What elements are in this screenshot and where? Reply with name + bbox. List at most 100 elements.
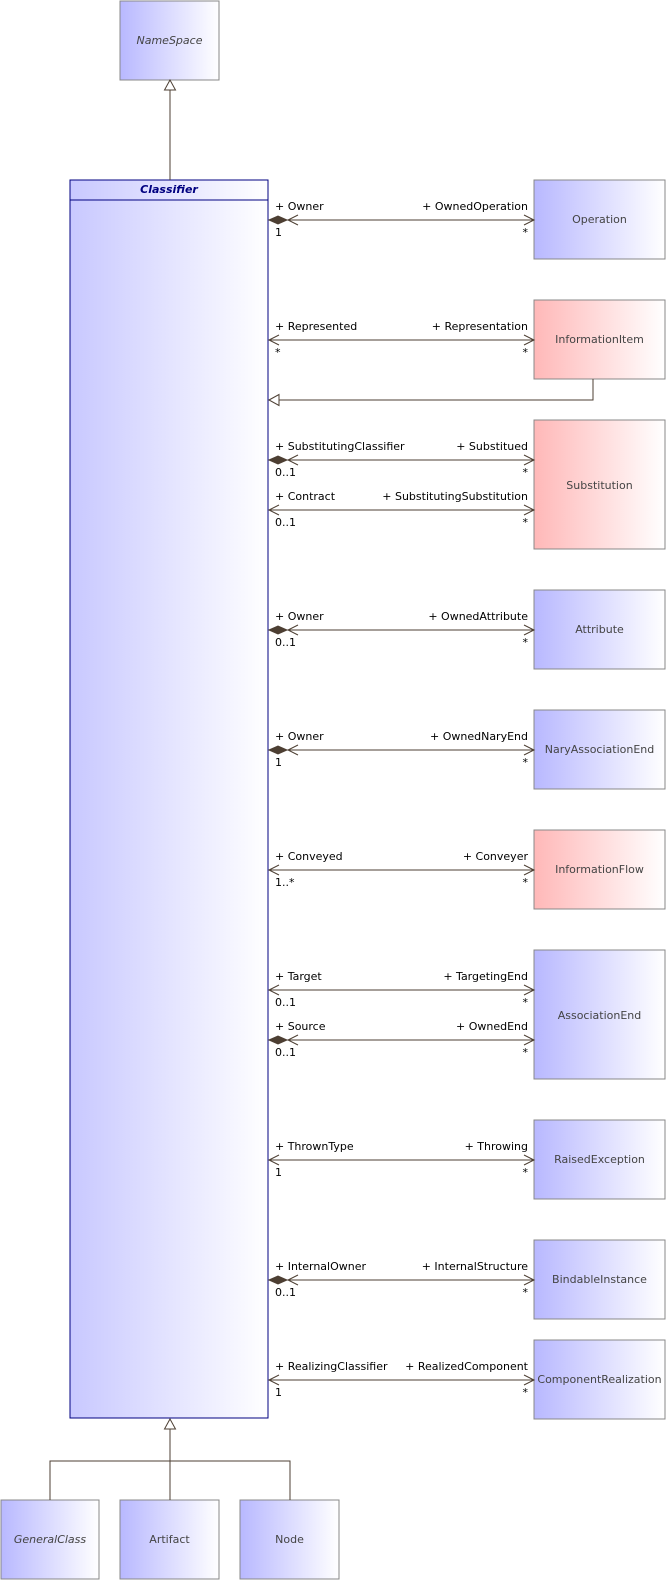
arrowhead-right: [523, 1274, 536, 1286]
class-label: Classifier: [140, 183, 198, 196]
left-multiplicity: 0..1: [275, 466, 296, 479]
class-component-realization[interactable]: ComponentRealization: [533, 1339, 666, 1420]
class-information-item[interactable]: InformationItem: [533, 299, 666, 380]
class-substitution[interactable]: Substitution: [533, 419, 666, 550]
arrowhead-left: [286, 214, 299, 226]
association: + SubstitutingClassifier + Substitued 0..1…: [267, 440, 536, 479]
association: + Owner + OwnedNaryEnd 1 *: [267, 730, 536, 769]
right-role-label: + Conveyer: [463, 850, 529, 863]
left-role-label: + Target: [275, 970, 322, 983]
arrowhead-right: [523, 1154, 536, 1166]
class-association-end[interactable]: AssociationEnd: [533, 949, 666, 1080]
left-role-label: + Owner: [275, 610, 324, 623]
class-label: Artifact: [149, 1533, 190, 1546]
right-multiplicity: *: [523, 1386, 529, 1399]
arrowhead-left: [267, 334, 280, 346]
class-label: Attribute: [575, 623, 624, 636]
left-multiplicity: 1: [275, 226, 282, 239]
left-multiplicity: 0..1: [275, 1046, 296, 1059]
class-node[interactable]: Node: [239, 1499, 340, 1580]
left-multiplicity: 1..*: [275, 876, 295, 889]
right-multiplicity: *: [523, 756, 529, 769]
class-classifier[interactable]: Classifier: [69, 179, 269, 1419]
left-role-label: + Owner: [275, 730, 324, 743]
right-multiplicity: *: [523, 996, 529, 1009]
left-role-label: + RealizingClassifier: [275, 1360, 388, 1373]
arrowhead-right: [523, 504, 536, 516]
generalization-information-item: [267, 379, 594, 407]
class-label: Node: [275, 1533, 304, 1546]
class-artifact[interactable]: Artifact: [119, 1499, 220, 1580]
arrowhead-left: [267, 984, 280, 996]
class-raised-exception[interactable]: RaisedException: [533, 1119, 666, 1200]
arrowhead-right: [523, 454, 536, 466]
arrowhead-left: [267, 1374, 280, 1386]
arrowhead-right: [523, 214, 536, 226]
right-role-label: + InternalStructure: [422, 1260, 529, 1273]
left-role-label: + Conveyed: [275, 850, 343, 863]
left-multiplicity: 1: [275, 756, 282, 769]
left-multiplicity: 0..1: [275, 1286, 296, 1299]
composition-diamond: [267, 455, 289, 465]
class-information-flow[interactable]: InformationFlow: [533, 829, 666, 910]
composition-diamond: [267, 215, 289, 225]
arrowhead-left: [286, 1034, 299, 1046]
class-bindable-instance[interactable]: BindableInstance: [533, 1239, 666, 1320]
arrowhead-left: [286, 624, 299, 636]
left-multiplicity: 0..1: [275, 996, 296, 1009]
class-operation[interactable]: Operation: [533, 179, 666, 260]
arrowhead-left: [286, 1274, 299, 1286]
arrowhead-left: [286, 744, 299, 756]
composition-diamond: [267, 1035, 289, 1045]
class-label: Substitution: [566, 479, 632, 492]
left-role-label: + Owner: [275, 200, 324, 213]
arrowhead-right: [523, 984, 536, 996]
right-multiplicity: *: [523, 1166, 529, 1179]
generalization-namespace: [163, 78, 177, 180]
right-role-label: + Throwing: [465, 1140, 528, 1153]
right-multiplicity: *: [523, 636, 529, 649]
class-label: InformationItem: [555, 333, 644, 346]
association: + Represented + Representation * *: [267, 320, 536, 359]
right-role-label: + TargetingEnd: [443, 970, 528, 983]
right-multiplicity: *: [523, 1046, 529, 1059]
association: + InternalOwner + InternalStructure 0..1 *: [267, 1260, 536, 1299]
class-attribute[interactable]: Attribute: [533, 589, 666, 670]
association: + Contract + SubstitutingSubstitution 0..1…: [267, 490, 536, 529]
class-nary-association-end[interactable]: NaryAssociationEnd: [533, 709, 666, 790]
arrowhead-left: [286, 454, 299, 466]
arrowhead-right: [523, 1034, 536, 1046]
arrowhead-right: [523, 744, 536, 756]
arrowhead-right: [523, 624, 536, 636]
right-multiplicity: *: [523, 516, 529, 529]
class-label: ComponentRealization: [537, 1373, 661, 1386]
right-role-label: + OwnedNaryEnd: [430, 730, 528, 743]
composition-diamond: [267, 1275, 289, 1285]
association: + Conveyed + Conveyer 1..* *: [267, 850, 536, 889]
arrowhead-right: [523, 1374, 536, 1386]
right-role-label: + Representation: [432, 320, 528, 333]
arrowhead-left: [267, 1154, 280, 1166]
right-role-label: + SubstitutingSubstitution: [382, 490, 528, 503]
class-label: NaryAssociationEnd: [545, 743, 655, 756]
left-multiplicity: *: [275, 346, 281, 359]
class-general-class[interactable]: GeneralClass: [0, 1499, 100, 1580]
left-role-label: + Source: [275, 1020, 326, 1033]
composition-diamond: [267, 625, 289, 635]
association: + Target + TargetingEnd 0..1 *: [267, 970, 536, 1009]
arrowhead-right: [523, 334, 536, 346]
association: + RealizingClassifier + RealizedComponent…: [267, 1360, 536, 1399]
generalization-subclasses: [49, 1417, 291, 1500]
right-multiplicity: *: [523, 1286, 529, 1299]
class-label: BindableInstance: [552, 1273, 647, 1286]
class-namespace[interactable]: NameSpace: [119, 0, 220, 81]
left-multiplicity: 0..1: [275, 516, 296, 529]
left-role-label: + Contract: [275, 490, 336, 503]
right-multiplicity: *: [523, 346, 529, 359]
right-multiplicity: *: [523, 876, 529, 889]
right-role-label: + OwnedEnd: [456, 1020, 528, 1033]
left-multiplicity: 1: [275, 1166, 282, 1179]
right-role-label: + RealizedComponent: [405, 1360, 529, 1373]
right-role-label: + OwnedAttribute: [428, 610, 528, 623]
